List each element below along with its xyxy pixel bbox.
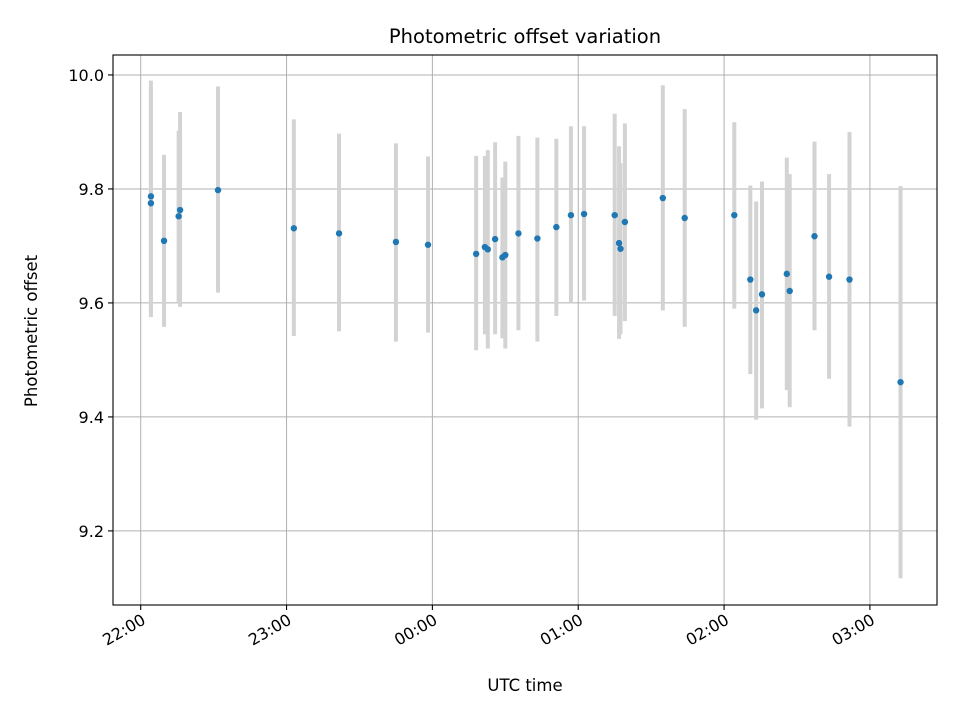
y-tick-label: 10.0 — [68, 66, 104, 85]
data-point — [659, 194, 667, 202]
chart-title: Photometric offset variation — [389, 25, 661, 48]
data-point — [160, 237, 168, 245]
y-tick-label: 9.8 — [79, 180, 104, 199]
data-point — [484, 246, 492, 253]
data-point — [731, 211, 738, 219]
data-point — [214, 186, 222, 194]
data-point — [553, 223, 560, 231]
data-point — [611, 211, 618, 219]
data-point — [424, 241, 432, 248]
data-point — [335, 230, 343, 237]
y-axis-title: Photometric offset — [22, 254, 41, 407]
data-point — [752, 307, 760, 314]
data-point — [681, 214, 688, 222]
plot-frame — [112, 54, 938, 606]
data-point — [897, 378, 904, 386]
data-point — [147, 199, 155, 207]
data-point — [176, 206, 184, 214]
data-point — [621, 218, 629, 226]
y-axis: 9.2 9.4 9.6 9.8 10.0 — [68, 66, 113, 541]
y-tick-label: 9.2 — [79, 522, 104, 541]
data-point — [825, 273, 833, 280]
data-point — [147, 193, 155, 200]
data-points — [147, 186, 904, 386]
data-point — [472, 250, 480, 258]
data-point — [580, 210, 588, 218]
data-point — [491, 235, 499, 243]
data-point — [783, 270, 790, 278]
data-point — [515, 230, 522, 237]
y-tick-label: 9.6 — [79, 294, 104, 313]
data-point — [502, 251, 509, 259]
data-point — [615, 239, 623, 247]
x-axis-title: UTC time — [487, 676, 562, 695]
data-point — [747, 276, 754, 283]
data-point — [811, 233, 818, 240]
data-point — [786, 287, 793, 295]
data-point — [175, 213, 182, 220]
data-point — [290, 225, 298, 232]
data-point — [392, 238, 400, 246]
data-point — [617, 245, 624, 252]
data-point — [758, 291, 766, 298]
data-point — [846, 276, 853, 283]
y-tick-label: 9.4 — [79, 408, 104, 427]
data-point — [567, 211, 575, 219]
data-point — [534, 235, 541, 242]
grid — [113, 55, 937, 605]
